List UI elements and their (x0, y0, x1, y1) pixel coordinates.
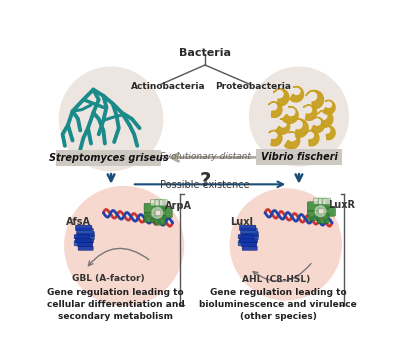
FancyBboxPatch shape (77, 231, 94, 237)
FancyBboxPatch shape (77, 235, 94, 240)
Text: Streptomyces griseus: Streptomyces griseus (49, 153, 168, 163)
FancyBboxPatch shape (318, 198, 326, 205)
FancyBboxPatch shape (144, 203, 156, 213)
Circle shape (315, 206, 326, 217)
Text: Possible existence: Possible existence (160, 180, 250, 190)
Polygon shape (323, 101, 335, 114)
FancyBboxPatch shape (76, 228, 93, 233)
FancyBboxPatch shape (240, 238, 255, 243)
Text: LuxI: LuxI (230, 217, 253, 228)
Polygon shape (304, 105, 317, 120)
FancyBboxPatch shape (160, 200, 167, 206)
FancyBboxPatch shape (238, 240, 256, 246)
FancyBboxPatch shape (324, 206, 336, 216)
FancyBboxPatch shape (307, 202, 319, 212)
Polygon shape (268, 102, 282, 117)
FancyBboxPatch shape (242, 242, 256, 246)
Text: ?: ? (199, 171, 211, 190)
FancyBboxPatch shape (155, 200, 163, 206)
FancyBboxPatch shape (74, 240, 92, 246)
FancyBboxPatch shape (238, 235, 253, 239)
Text: Evolutionary distant: Evolutionary distant (160, 152, 250, 161)
FancyBboxPatch shape (256, 149, 342, 165)
Polygon shape (282, 106, 298, 124)
Circle shape (249, 67, 349, 166)
Polygon shape (306, 90, 324, 109)
FancyBboxPatch shape (240, 237, 258, 243)
Polygon shape (274, 89, 289, 106)
FancyBboxPatch shape (240, 228, 257, 233)
FancyBboxPatch shape (318, 214, 329, 224)
FancyBboxPatch shape (242, 246, 257, 250)
Text: ArpA: ArpA (165, 201, 192, 211)
Polygon shape (276, 119, 290, 134)
Text: Vibrio fischeri: Vibrio fischeri (260, 151, 337, 162)
FancyBboxPatch shape (75, 225, 92, 231)
Text: AHL (C8-HSL): AHL (C8-HSL) (242, 275, 310, 284)
FancyBboxPatch shape (56, 150, 162, 166)
Polygon shape (269, 131, 282, 146)
FancyBboxPatch shape (74, 235, 89, 239)
Circle shape (64, 186, 184, 306)
Text: AfsA: AfsA (66, 217, 92, 228)
Polygon shape (305, 131, 319, 146)
Polygon shape (311, 117, 324, 133)
Polygon shape (322, 126, 335, 140)
FancyBboxPatch shape (78, 242, 92, 246)
FancyBboxPatch shape (144, 212, 156, 222)
FancyBboxPatch shape (150, 200, 158, 206)
FancyBboxPatch shape (78, 246, 93, 250)
Circle shape (152, 207, 163, 218)
FancyBboxPatch shape (241, 231, 258, 237)
Text: GBL (A-factor): GBL (A-factor) (72, 274, 145, 283)
Text: Bacteria: Bacteria (179, 48, 231, 58)
FancyBboxPatch shape (76, 237, 94, 243)
Circle shape (59, 67, 164, 171)
FancyBboxPatch shape (241, 235, 258, 240)
FancyBboxPatch shape (161, 208, 172, 218)
FancyBboxPatch shape (76, 238, 91, 243)
Text: LuxR: LuxR (328, 200, 355, 210)
Polygon shape (290, 87, 304, 102)
Circle shape (230, 188, 342, 300)
Text: Actinobacteria: Actinobacteria (131, 82, 205, 91)
Polygon shape (292, 119, 308, 138)
Polygon shape (285, 132, 300, 149)
Text: Gene regulation leading to
bioluminescence and virulence
(other species): Gene regulation leading to bioluminescen… (199, 288, 357, 321)
FancyBboxPatch shape (307, 211, 319, 221)
Text: Proteobacteria: Proteobacteria (216, 82, 292, 91)
FancyBboxPatch shape (314, 198, 321, 205)
Text: Gene regulation leading to
cellular differentiation and
secondary metabolism: Gene regulation leading to cellular diff… (47, 288, 184, 321)
Polygon shape (317, 110, 333, 127)
FancyBboxPatch shape (323, 198, 330, 205)
FancyBboxPatch shape (154, 215, 166, 225)
FancyBboxPatch shape (239, 225, 256, 231)
FancyBboxPatch shape (154, 200, 166, 210)
FancyBboxPatch shape (318, 199, 329, 209)
